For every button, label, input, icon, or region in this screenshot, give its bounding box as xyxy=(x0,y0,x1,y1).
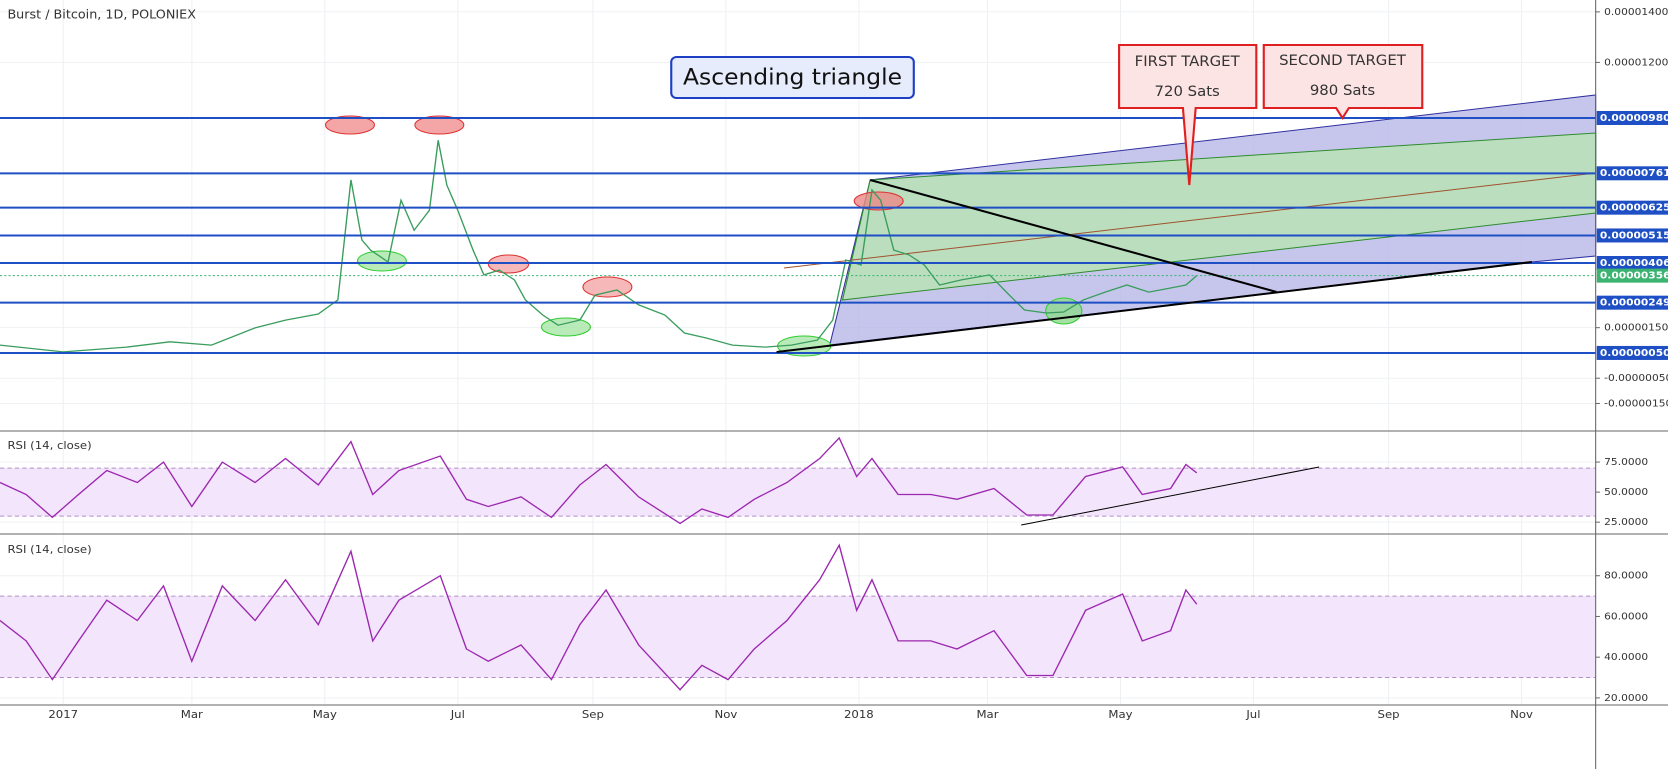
marker-ellipse xyxy=(582,276,633,298)
x-tick-label: Mar xyxy=(976,707,998,721)
series-line xyxy=(0,140,1198,353)
level-label: 0.00000625 xyxy=(1600,202,1668,214)
y-tick-label: 20.0000 xyxy=(1604,692,1648,704)
x-tick-label: Sep xyxy=(582,707,604,721)
level-label: 0.00000515 xyxy=(1600,230,1668,242)
callout-box xyxy=(1262,44,1424,120)
callout-value: 980 Sats xyxy=(1310,83,1375,98)
y-tick-label: 50.0000 xyxy=(1604,486,1648,498)
x-tick-label: May xyxy=(1108,707,1132,721)
x-tick-label: Nov xyxy=(1510,707,1533,721)
level-badge xyxy=(1596,228,1668,243)
median-line xyxy=(783,172,1596,269)
x-tick-label: 2018 xyxy=(844,707,874,721)
y-tick-label: 75.0000 xyxy=(1604,456,1648,468)
chart-title: Burst / Bitcoin, 1D, POLONIEX xyxy=(7,8,196,22)
y-tick-label: -0.00000050 xyxy=(1604,372,1668,384)
series-line xyxy=(0,436,1198,525)
level-badge xyxy=(1596,110,1668,125)
trend-line xyxy=(869,179,1277,293)
series-line xyxy=(0,543,1198,691)
x-tick-label: Nov xyxy=(714,707,737,721)
series xyxy=(0,116,1596,691)
pane-title: RSI (14, close) xyxy=(7,542,91,556)
x-tick-label: May xyxy=(313,707,337,721)
level-badge xyxy=(1596,345,1668,360)
rsi-trend-line xyxy=(1021,466,1320,526)
marker-ellipse xyxy=(414,115,465,135)
callout-value: 720 Sats xyxy=(1155,84,1220,99)
level-label: 0.00000980 xyxy=(1600,112,1668,124)
trend-line xyxy=(776,261,1532,353)
level-label: 0.00000406 xyxy=(1600,257,1668,269)
y-tick-label: 25.0000 xyxy=(1604,516,1648,528)
rsi-band xyxy=(0,468,1596,517)
marker-ellipse xyxy=(324,115,375,135)
drawings xyxy=(324,94,1597,357)
x-tick-label: Mar xyxy=(181,707,203,721)
last-price-badge xyxy=(1596,268,1668,283)
y-tick-label: 80.0000 xyxy=(1604,570,1648,582)
x-tick-label: 2017 xyxy=(48,707,78,721)
rsi-band xyxy=(0,596,1596,678)
overlay: Ascending triangle FIRST TARGET 720 Sats… xyxy=(670,44,1532,526)
y-tick-label: 0.00001400 xyxy=(1604,6,1668,18)
y-tick-label: 60.0000 xyxy=(1604,611,1648,623)
marker-ellipse xyxy=(356,250,407,272)
level-label: 0.00000761 xyxy=(1600,168,1668,180)
level-badge xyxy=(1596,295,1668,310)
level-badge xyxy=(1596,200,1668,215)
callout-title: SECOND TARGET xyxy=(1279,53,1406,68)
y-tick-label: -0.00000150 xyxy=(1604,398,1668,410)
x-tick-label: Sep xyxy=(1378,707,1400,721)
y-tick-label: 40.0000 xyxy=(1604,651,1648,663)
callout-box xyxy=(1118,44,1258,186)
x-tick-label: Jul xyxy=(450,707,465,721)
marker-ellipse xyxy=(853,191,904,211)
x-tick-label: Jul xyxy=(1245,707,1260,721)
pattern-label: Ascending triangle xyxy=(683,65,902,90)
level-label: 0.00000249 xyxy=(1600,297,1668,309)
y-tick-label: 0.00000150 xyxy=(1604,322,1668,334)
callout-box xyxy=(670,56,915,99)
marker-ellipse xyxy=(540,317,591,337)
grid xyxy=(0,0,1596,704)
y-tick-label: 0.00001200 xyxy=(1604,57,1668,69)
level-badge xyxy=(1596,166,1668,181)
callout-title: FIRST TARGET xyxy=(1135,54,1240,69)
last-price-label: 0.00000356 xyxy=(1600,270,1668,282)
level-badge xyxy=(1596,256,1668,271)
pane-title: RSI (14, close) xyxy=(7,438,91,452)
level-label: 0.00000050 xyxy=(1600,347,1668,359)
